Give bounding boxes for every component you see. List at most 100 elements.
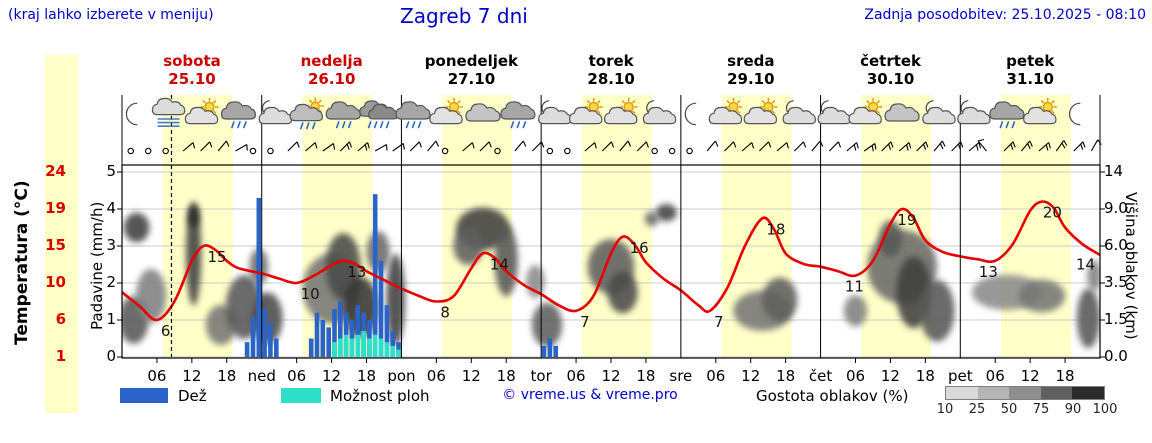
rain-bar — [326, 327, 331, 357]
axis-tick: 0 — [106, 347, 116, 365]
axis-tick: 3.5 — [1104, 273, 1128, 291]
rain-bar — [384, 305, 390, 357]
wind-calm-icon — [564, 147, 571, 155]
wind-calm-icon — [686, 147, 693, 155]
temperature-value: 14 — [490, 255, 509, 273]
rain-bar — [314, 312, 320, 357]
wind-calm-icon — [651, 147, 658, 155]
wind-calm-icon — [127, 147, 134, 155]
wind-barb-icon — [916, 141, 929, 152]
wind-barb-icon — [357, 142, 370, 152]
temperature-value: 8 — [440, 304, 450, 322]
shower-bar — [355, 334, 361, 357]
hour-label: 06 — [706, 367, 725, 385]
wind-barb-icon — [794, 141, 807, 152]
cloud-blob — [186, 201, 202, 306]
day-header-četrtek: četrtek 30.10 — [821, 52, 961, 88]
wind-barb-icon — [951, 141, 964, 152]
rain-bar — [320, 320, 326, 357]
shower-legend-label: Možnost ploh — [330, 387, 430, 405]
day-name: četrtek — [860, 52, 922, 70]
cloud-blob — [366, 231, 390, 273]
wind-calm-icon — [249, 147, 257, 155]
day-header-petek: petek 31.10 — [960, 52, 1100, 88]
wind-barb-icon — [636, 141, 649, 152]
rain-icon — [220, 101, 257, 129]
axis-tick: 3 — [106, 236, 116, 254]
last-update: Zadnja posodobitev: 25.10.2025 - 08:10 — [864, 7, 1146, 23]
cloud-density-scale — [945, 386, 1105, 400]
moon-cloud-icon — [782, 100, 817, 125]
x-axis-labels: 06 12 18 06 12 18 06 12 18 06 12 18 06 12 18 06 12 18 06 12… — [147, 358, 1075, 385]
plot-area — [122, 194, 1100, 357]
axis-tick: 24 — [45, 162, 66, 180]
day-header-sreda: sreda 29.10 — [681, 52, 821, 88]
temperature-value: 7 — [714, 313, 724, 331]
day-name: torek — [588, 52, 634, 70]
axis-tick: 1 — [55, 347, 66, 365]
moon-icon — [684, 102, 697, 126]
shower-bar — [338, 338, 343, 357]
temperature-value: 14 — [1076, 255, 1095, 273]
cloud-density-label: Gostota oblakov (%) — [756, 387, 909, 405]
temperature-value: 13 — [979, 263, 998, 281]
hour-label: 06 — [287, 367, 306, 385]
moon-cloud-icon — [258, 100, 293, 125]
hour-label: 06 — [147, 367, 166, 385]
temperature-value: 6 — [161, 322, 171, 340]
temperature-value: 11 — [845, 278, 864, 296]
rain-bar — [541, 345, 547, 357]
temperature-value: 19 — [897, 211, 916, 229]
axis-tick: 9.0 — [1104, 199, 1128, 217]
wind-calm-icon — [494, 147, 501, 155]
sun-cloud-rain-icon — [289, 97, 324, 130]
moon-icon — [125, 102, 138, 126]
hour-label: 18 — [916, 367, 935, 385]
wind-barb-icon — [811, 140, 824, 152]
wind-barb-icon — [1090, 139, 1102, 152]
day-date: 29.10 — [727, 70, 775, 88]
wind-barb-icon — [514, 140, 527, 152]
rain-bar — [332, 308, 337, 357]
wind-barb-icon — [828, 141, 842, 152]
cloud-scale-value: 25 — [968, 402, 986, 417]
moon-cloud-icon — [817, 100, 851, 125]
day-header-nedelja: nedelja 26.10 — [262, 52, 402, 88]
hour-label: 12 — [741, 367, 760, 385]
day-name: sobota — [163, 52, 221, 70]
cloud-blob — [531, 302, 563, 348]
wind-barb-icon — [1055, 140, 1068, 152]
temperature-axis-label: Temperatura (°C) — [12, 180, 32, 345]
wind-calm-icon — [144, 147, 152, 155]
hour-label: 12 — [182, 367, 201, 385]
axis-tick-marks — [117, 171, 1105, 358]
left-axis-strip — [45, 55, 78, 413]
cloud-blob — [494, 225, 518, 297]
axis-tick: 5 — [106, 162, 116, 180]
wind-barb-icon — [724, 141, 737, 152]
wind-barb-icon — [881, 141, 894, 152]
rain-icon — [395, 101, 431, 129]
wind-barb-icon — [977, 138, 987, 152]
temperature-value: 15 — [208, 248, 227, 266]
credit-link[interactable]: © vreme.us & vreme.pro — [502, 387, 678, 403]
sun-cloud-icon — [848, 98, 883, 125]
weather-icons-row — [125, 97, 1081, 130]
rain-bar — [547, 338, 553, 357]
wind-barb-icon — [601, 141, 615, 152]
wind-barb-icon — [427, 140, 440, 152]
moon-cloud-icon — [538, 100, 572, 125]
hour-label: 18 — [636, 367, 655, 385]
hour-label: 12 — [1021, 367, 1040, 385]
wind-barb-icon — [322, 143, 336, 152]
rain-bar — [256, 197, 262, 357]
sun-cloud-icon — [1023, 98, 1057, 125]
hour-label: 18 — [357, 367, 376, 385]
hour-label: 06 — [846, 367, 865, 385]
rain-legend-label: Dež — [178, 387, 207, 405]
wind-calm-icon — [267, 147, 274, 155]
day-name: ponedeljek — [424, 52, 519, 70]
rain-bar — [338, 301, 343, 357]
rain-icon — [989, 101, 1025, 129]
wind-barb-icon — [776, 142, 789, 152]
